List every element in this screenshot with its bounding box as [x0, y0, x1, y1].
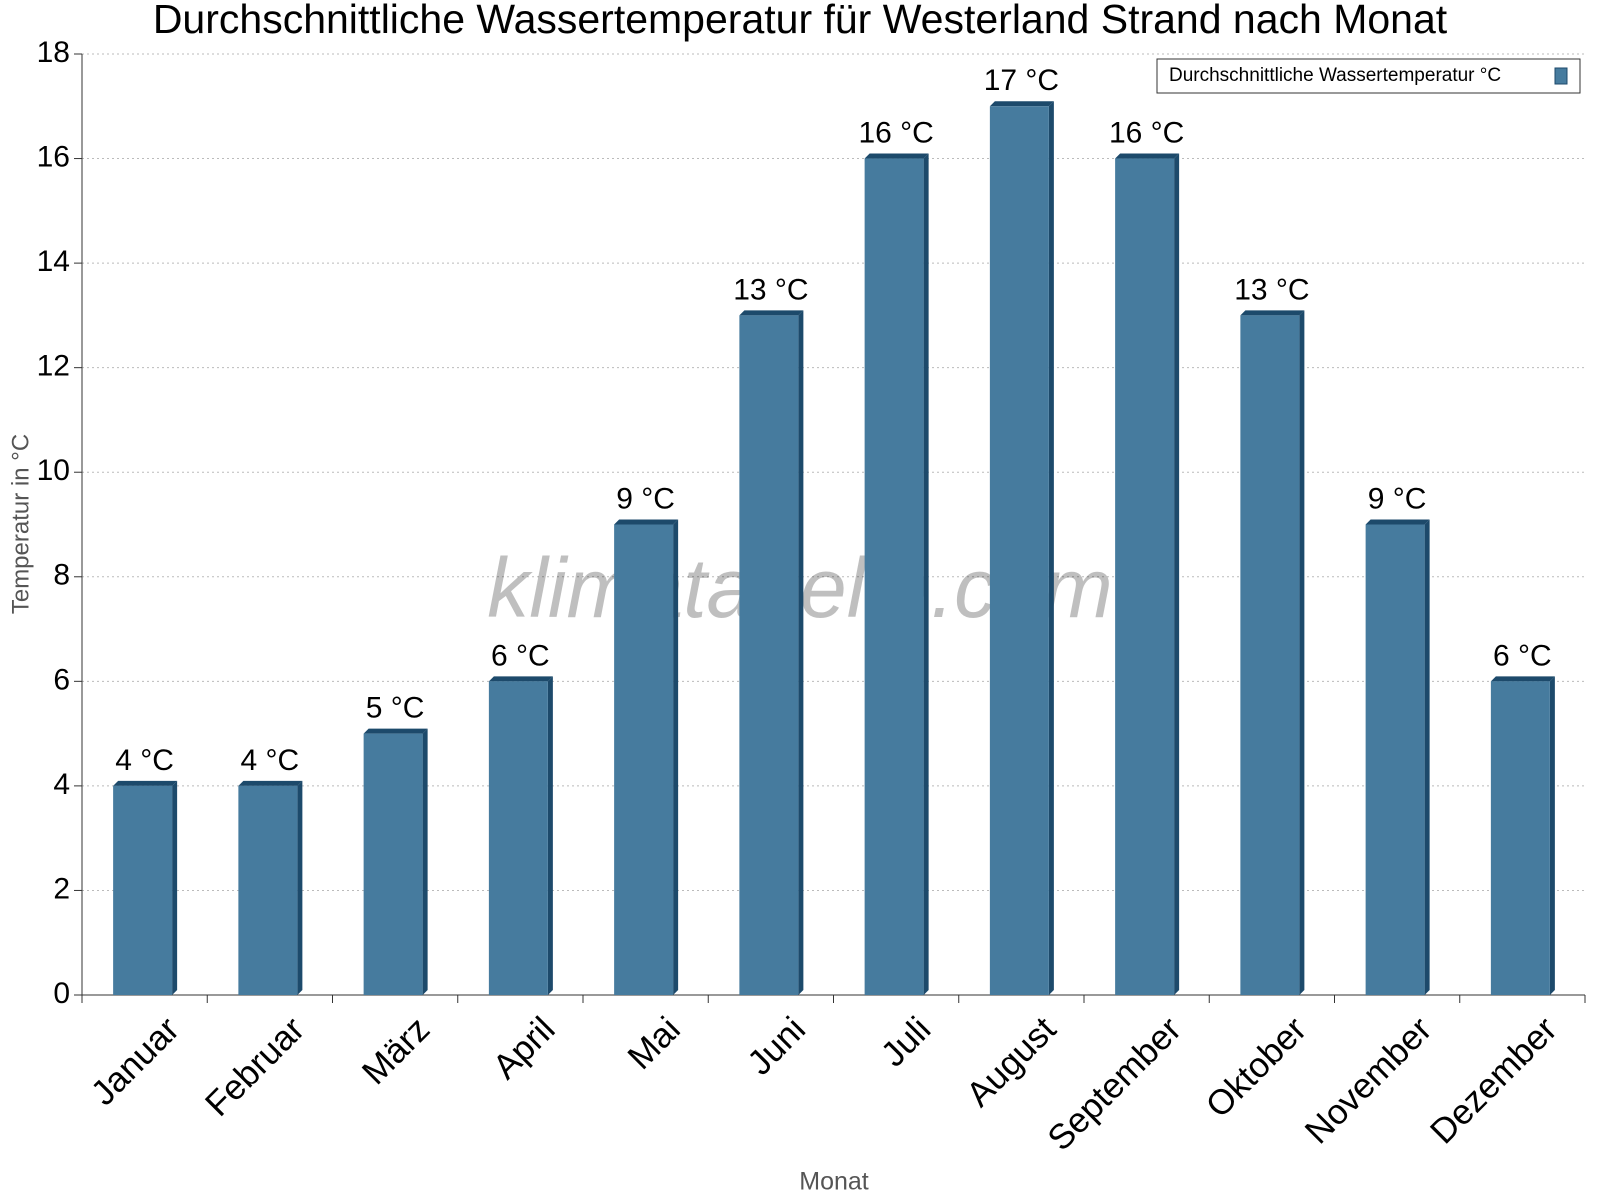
bar-top	[488, 676, 553, 682]
bar-side	[1174, 153, 1180, 996]
bar-top	[238, 780, 303, 786]
data-label: 13 °C	[1234, 273, 1309, 306]
bar-side	[297, 780, 303, 995]
bar-top	[113, 780, 178, 786]
bar	[1240, 315, 1300, 995]
data-label: 6 °C	[491, 639, 550, 672]
data-label: 4 °C	[115, 744, 174, 777]
bar-top	[614, 519, 679, 525]
data-label: 5 °C	[366, 692, 425, 725]
legend: Durchschnittliche Wassertemperatur °C	[1156, 58, 1581, 94]
data-label: 13 °C	[733, 273, 808, 306]
bar-top	[1240, 310, 1305, 316]
bar-side	[1424, 519, 1430, 995]
bar	[1365, 524, 1425, 995]
data-label: 16 °C	[1109, 116, 1184, 149]
y-tick-label: 16	[37, 140, 70, 173]
bar-top	[1365, 519, 1430, 525]
y-tick-label: 2	[53, 872, 70, 905]
bar	[238, 785, 298, 995]
bar	[1115, 158, 1175, 996]
bar	[1490, 681, 1550, 995]
y-tick-label: 8	[53, 559, 70, 592]
bar	[739, 315, 799, 995]
data-label: 16 °C	[858, 116, 933, 149]
y-tick-label: 14	[37, 245, 70, 278]
bar	[113, 785, 173, 995]
bar-top	[739, 310, 804, 316]
legend-swatch	[1554, 67, 1568, 85]
data-label: 9 °C	[616, 482, 675, 515]
bar-side	[422, 728, 428, 995]
data-label: 6 °C	[1493, 639, 1552, 672]
bar-side	[798, 310, 804, 995]
bar	[989, 106, 1049, 996]
x-axis-label: Monat	[799, 1168, 869, 1196]
bar	[614, 524, 674, 995]
bar	[864, 158, 924, 996]
bar	[363, 733, 423, 995]
y-tick-label: 10	[37, 454, 70, 487]
bar-side	[547, 676, 553, 995]
data-label: 4 °C	[241, 744, 300, 777]
y-axis-label: Temperatur in °C	[7, 434, 34, 614]
bar-side	[1549, 676, 1555, 995]
bar-top	[1490, 676, 1555, 682]
y-tick-label: 0	[53, 977, 70, 1010]
bar-side	[172, 780, 178, 995]
y-tick-label: 18	[37, 36, 70, 69]
bar-side	[673, 519, 679, 995]
bar-side	[1299, 310, 1305, 995]
bar	[488, 681, 548, 995]
chart-title: Durchschnittliche Wassertemperatur für W…	[153, 0, 1448, 42]
legend-box	[1156, 58, 1581, 94]
y-tick-label: 4	[53, 768, 70, 801]
legend-label: Durchschnittliche Wassertemperatur °C	[1169, 65, 1501, 86]
bar-side	[923, 153, 929, 996]
y-tick-label: 6	[53, 663, 70, 696]
bar-side	[1048, 101, 1054, 996]
y-tick-label: 12	[37, 350, 70, 383]
bar-top	[864, 153, 929, 159]
bar-top	[363, 728, 428, 734]
bar-top	[989, 101, 1054, 107]
data-label: 17 °C	[984, 64, 1059, 97]
bar-top	[1115, 153, 1180, 159]
data-label: 9 °C	[1368, 482, 1427, 515]
